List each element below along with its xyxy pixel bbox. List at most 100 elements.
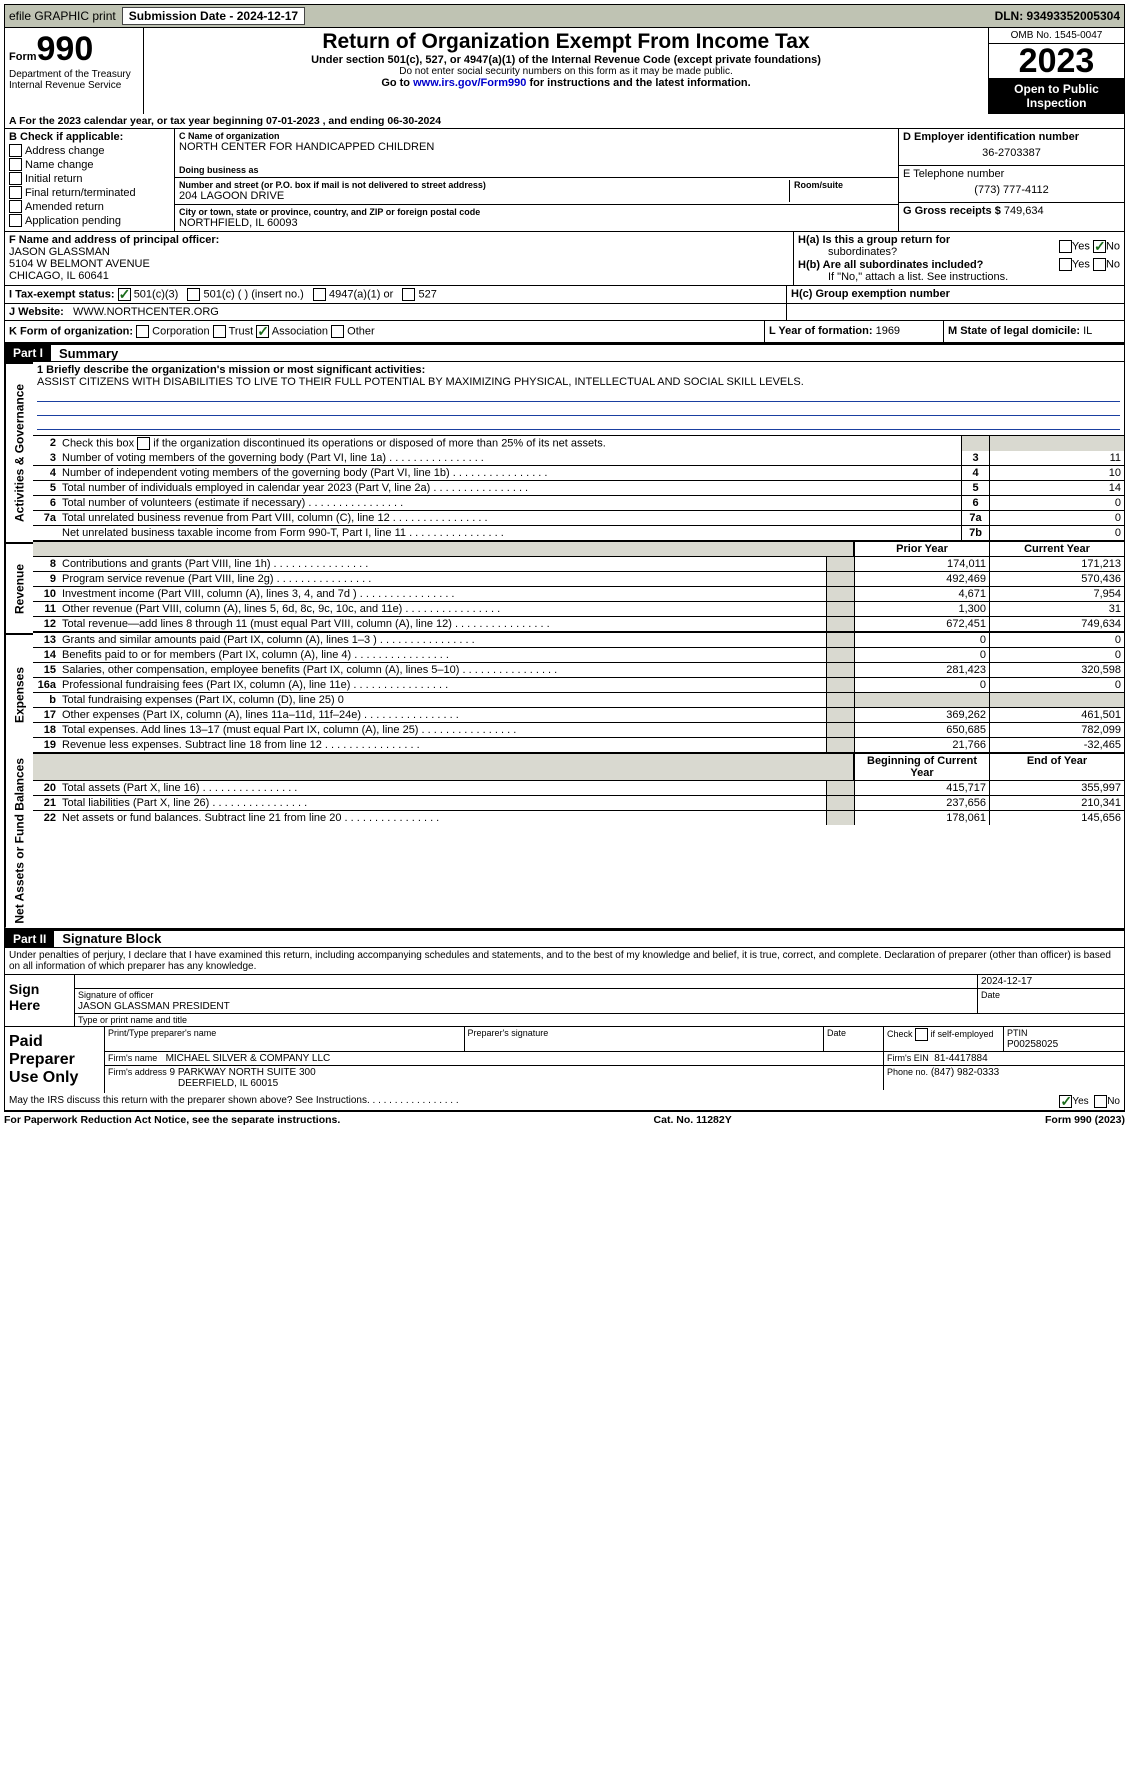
line-3: 3 Number of voting members of the govern… bbox=[33, 451, 1124, 466]
officer-sig-name: JASON GLASSMAN PRESIDENT bbox=[78, 1001, 230, 1012]
line-17: 17 Other expenses (Part IX, column (A), … bbox=[33, 708, 1124, 723]
form-number: Form990 bbox=[9, 30, 139, 69]
officer-label: F Name and address of principal officer: bbox=[9, 234, 789, 246]
mission-text: ASSIST CITIZENS WITH DISABILITIES TO LIV… bbox=[37, 376, 1120, 388]
summary-section: Activities & Governance 1 Briefly descri… bbox=[4, 362, 1125, 929]
sig-date: 2024-12-17 bbox=[978, 975, 1124, 988]
hc-label: H(c) Group exemption number bbox=[791, 288, 950, 300]
ha-row: H(a) Is this a group return for subordin… bbox=[798, 234, 1120, 258]
ssn-note: Do not enter social security numbers on … bbox=[150, 66, 982, 77]
paid-preparer-row: Paid Preparer Use Only Print/Type prepar… bbox=[5, 1026, 1124, 1093]
goto-line: Go to www.irs.gov/Form990 for instructio… bbox=[150, 77, 982, 89]
net-header: Beginning of Current Year End of Year bbox=[33, 754, 1124, 781]
box-c: C Name of organization NORTH CENTER FOR … bbox=[175, 129, 899, 231]
chk-pending[interactable]: Application pending bbox=[9, 214, 170, 227]
hb-note: If "No," attach a list. See instructions… bbox=[798, 271, 1120, 283]
underline bbox=[37, 405, 1120, 416]
topbar: efile GRAPHIC print Submission Date - 20… bbox=[4, 4, 1125, 28]
gross-receipts: 749,634 bbox=[1004, 205, 1044, 217]
form-ref: Form 990 (2023) bbox=[1045, 1114, 1125, 1126]
chk-amended[interactable]: Amended return bbox=[9, 200, 170, 213]
prep-sig-label: Preparer's signature bbox=[468, 1028, 549, 1038]
chk-501c[interactable] bbox=[187, 288, 200, 301]
website-url: WWW.NORTHCENTER.ORG bbox=[73, 306, 219, 318]
print-name-label: Print/Type preparer's name bbox=[108, 1028, 216, 1038]
firm-phone: (847) 982-0333 bbox=[931, 1067, 999, 1078]
officer-name: JASON GLASSMAN bbox=[9, 246, 789, 258]
firm-ein: 81-4417884 bbox=[934, 1053, 987, 1064]
form-header: Form990 Department of the Treasury Inter… bbox=[4, 28, 1125, 114]
rev-header: Prior Year Current Year bbox=[33, 542, 1124, 557]
chk-discontinued[interactable] bbox=[137, 437, 150, 450]
line-21: 21 Total liabilities (Part X, line 26) 2… bbox=[33, 796, 1124, 811]
website-label: J Website: bbox=[9, 306, 64, 318]
chk-corp[interactable] bbox=[136, 325, 149, 338]
hb-row: H(b) Are all subordinates included? Yes … bbox=[798, 258, 1120, 271]
chk-501c3[interactable] bbox=[118, 288, 131, 301]
underline bbox=[37, 391, 1120, 402]
line-4: 4 Number of independent voting members o… bbox=[33, 466, 1124, 481]
line-20: 20 Total assets (Part X, line 16) 415,71… bbox=[33, 781, 1124, 796]
side-netassets: Net Assets or Fund Balances bbox=[5, 754, 33, 928]
sign-here-row: Sign Here 2024-12-17 Signature of office… bbox=[5, 975, 1124, 1026]
ein: 36-2703387 bbox=[903, 143, 1120, 163]
line-13: 13 Grants and similar amounts paid (Part… bbox=[33, 633, 1124, 648]
page-footer: For Paperwork Reduction Act Notice, see … bbox=[4, 1112, 1125, 1128]
underline bbox=[37, 419, 1120, 430]
box-d: D Employer identification number 36-2703… bbox=[899, 129, 1124, 231]
line-11: 11 Other revenue (Part VIII, column (A),… bbox=[33, 602, 1124, 617]
ptin: P00258025 bbox=[1007, 1039, 1058, 1050]
dept-treasury: Department of the Treasury bbox=[9, 69, 139, 80]
firm-name: MICHAEL SILVER & COMPANY LLC bbox=[166, 1053, 331, 1064]
gross-label: G Gross receipts $ bbox=[903, 205, 1001, 217]
ha-yes[interactable] bbox=[1059, 240, 1072, 253]
date-label: Date bbox=[981, 990, 1000, 1000]
room-label: Room/suite bbox=[794, 180, 894, 190]
line-14: 14 Benefits paid to or for members (Part… bbox=[33, 648, 1124, 663]
irs-discuss-row: May the IRS discuss this return with the… bbox=[5, 1093, 1124, 1111]
dln: DLN: 93493352005304 bbox=[995, 9, 1120, 23]
calendar-year-row: A For the 2023 calendar year, or tax yea… bbox=[4, 114, 1125, 129]
efile-label[interactable]: efile GRAPHIC print bbox=[9, 9, 116, 23]
chk-initial[interactable]: Initial return bbox=[9, 172, 170, 185]
part1-header: Part I Summary bbox=[4, 343, 1125, 362]
chk-other[interactable] bbox=[331, 325, 344, 338]
type-name-label: Type or print name and title bbox=[75, 1014, 1124, 1026]
chk-name[interactable]: Name change bbox=[9, 158, 170, 171]
year-formation: 1969 bbox=[876, 325, 900, 337]
firm-ein-label: Firm's EIN bbox=[887, 1053, 929, 1063]
end-year-hdr: End of Year bbox=[989, 754, 1124, 780]
irs-yes[interactable] bbox=[1059, 1095, 1072, 1108]
part2-header: Part II Signature Block bbox=[4, 929, 1125, 948]
part2-title: Signature Block bbox=[62, 931, 161, 946]
irs-link[interactable]: www.irs.gov/Form990 bbox=[413, 77, 526, 89]
chk-4947[interactable] bbox=[313, 288, 326, 301]
chk-self-emp[interactable] bbox=[915, 1028, 928, 1041]
hb-yes[interactable] bbox=[1059, 258, 1072, 271]
line-22: 22 Net assets or fund balances. Subtract… bbox=[33, 811, 1124, 825]
current-year-hdr: Current Year bbox=[989, 542, 1124, 556]
city: NORTHFIELD, IL 60093 bbox=[179, 217, 894, 229]
phone-label: Phone no. bbox=[887, 1067, 928, 1077]
hb-no[interactable] bbox=[1093, 258, 1106, 271]
line-9: 9 Program service revenue (Part VIII, li… bbox=[33, 572, 1124, 587]
chk-address[interactable]: Address change bbox=[9, 144, 170, 157]
year-form-label: L Year of formation: bbox=[769, 325, 873, 337]
telephone: (773) 777-4112 bbox=[903, 180, 1120, 200]
street-label: Number and street (or P.O. box if mail i… bbox=[179, 180, 785, 190]
irs-no[interactable] bbox=[1094, 1095, 1107, 1108]
chk-trust[interactable] bbox=[213, 325, 226, 338]
firm-addr1: 9 PARKWAY NORTH SUITE 300 bbox=[170, 1067, 316, 1078]
ha-no[interactable] bbox=[1093, 240, 1106, 253]
line-19: 19 Revenue less expenses. Subtract line … bbox=[33, 738, 1124, 752]
line-2: 2 Check this box if the organization dis… bbox=[33, 436, 1124, 451]
irs-discuss-text: May the IRS discuss this return with the… bbox=[9, 1095, 459, 1108]
ein-label: D Employer identification number bbox=[903, 131, 1120, 143]
officer-addr1: 5104 W BELMONT AVENUE bbox=[9, 258, 789, 270]
paid-preparer-label: Paid Preparer Use Only bbox=[5, 1027, 105, 1093]
firm-addr-label: Firm's address bbox=[108, 1067, 167, 1077]
chk-final[interactable]: Final return/terminated bbox=[9, 186, 170, 199]
website-row: J Website: WWW.NORTHCENTER.ORG bbox=[4, 304, 1125, 321]
chk-assoc[interactable] bbox=[256, 325, 269, 338]
chk-527[interactable] bbox=[402, 288, 415, 301]
